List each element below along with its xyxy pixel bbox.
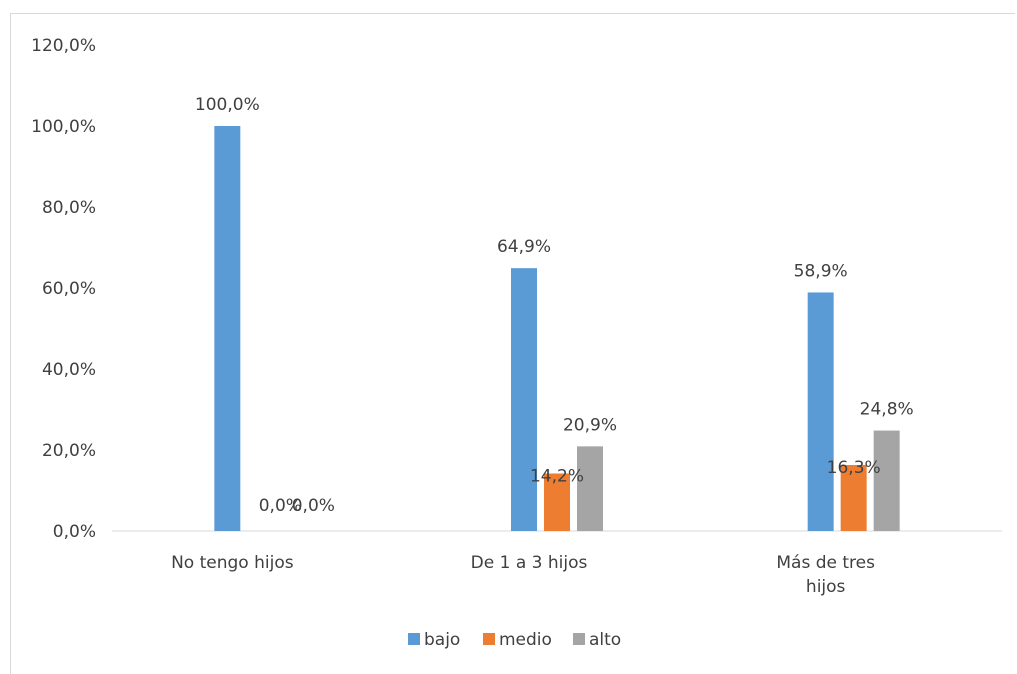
data-label-medio-2: 16,3%: [827, 458, 881, 478]
legend-swatch-bajo: [408, 633, 420, 645]
data-labels: 100,0% 0,0%0,0% 64,9% 14,2% 20,9% 58,9% 16,3% 2…: [195, 95, 914, 516]
bar-bajo-0: [214, 126, 241, 531]
y-tick-label: 80,0%: [42, 198, 96, 218]
y-tick-label: 0,0%: [53, 522, 96, 542]
y-tick-label: 120,0%: [31, 36, 96, 56]
data-label-bajo-0: 100,0%: [195, 95, 260, 115]
legend-label-medio: medio: [499, 630, 552, 650]
x-category-label: No tengo hijos: [171, 553, 294, 573]
legend-label-alto: alto: [589, 630, 621, 650]
bars: [214, 126, 900, 531]
legend-label-bajo: bajo: [424, 630, 460, 650]
data-label-alto-1: 20,9%: [563, 415, 617, 435]
bar-alto-2: [873, 430, 900, 531]
data-label-bajo-2: 58,9%: [794, 261, 848, 281]
data-label-alto-0: 0,0%: [292, 496, 335, 516]
y-tick-label: 40,0%: [42, 360, 96, 380]
bar-medio-1: [544, 473, 570, 531]
bar-bajo-1: [511, 268, 537, 531]
data-label-bajo-1: 64,9%: [497, 237, 551, 257]
data-label-alto-2: 24,8%: [860, 400, 914, 420]
legend: bajo medio alto: [408, 630, 621, 650]
chart-frame: [10, 13, 1015, 674]
x-category-label: De 1 a 3 hijos: [471, 553, 588, 573]
y-axis: 0,0% 20,0% 40,0% 60,0% 80,0% 100,0% 120,0%: [31, 36, 96, 542]
legend-swatch-alto: [573, 633, 585, 645]
bar-alto-1: [577, 446, 603, 531]
bar-bajo-2: [807, 292, 834, 531]
x-category-label: Más de tres: [776, 553, 875, 573]
y-tick-label: 60,0%: [42, 279, 96, 299]
data-label-medio-0: 0,0%: [259, 496, 302, 516]
bar-medio-2: [840, 464, 867, 531]
legend-swatch-medio: [483, 633, 495, 645]
y-tick-label: 20,0%: [42, 441, 96, 461]
x-category-label: hijos: [806, 577, 846, 597]
data-label-medio-1: 14,2%: [530, 466, 584, 486]
x-axis: No tengo hijos De 1 a 3 hijos Más de tres h…: [171, 553, 875, 597]
y-tick-label: 100,0%: [31, 117, 96, 137]
